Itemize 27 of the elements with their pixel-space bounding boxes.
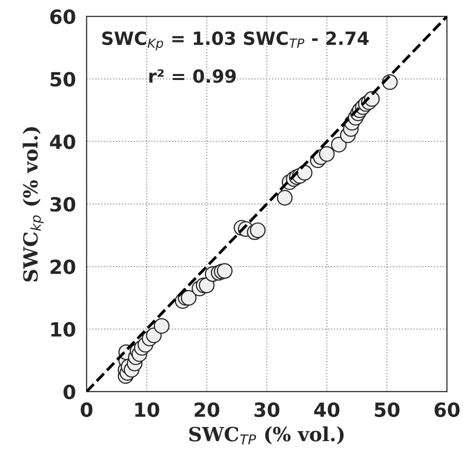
y-tick-label: 60 [50, 9, 76, 24]
x-tick-label: 40 [314, 402, 340, 418]
x-tick-label: 20 [194, 402, 220, 418]
point [198, 277, 215, 294]
point [216, 263, 233, 279]
x-tick-label: 10 [135, 402, 160, 418]
y-tick-label: 0 [64, 384, 76, 400]
point [154, 318, 170, 334]
y-axis-title: SWC$_{kp}$ (% vol.) [22, 127, 44, 282]
point [296, 164, 312, 181]
x-tick-label: 30 [254, 402, 280, 418]
x-tick-label: 60 [434, 402, 460, 418]
point [318, 146, 335, 162]
annotation: r² = 0.99 [149, 69, 236, 83]
x-tick-label: 0 [80, 402, 92, 418]
y-tick-label: 20 [50, 260, 76, 274]
point [250, 222, 266, 238]
y-tick-label: 10 [51, 322, 76, 337]
y-tick-label: 50 [50, 72, 76, 87]
annotation: SWC$_{Kp}$ = 1.03 SWC$_{TP}$ - 2.74 [102, 31, 369, 50]
point [180, 290, 197, 306]
y-tick-label: 30 [50, 196, 76, 212]
point [276, 190, 293, 206]
y-tick-label: 40 [50, 134, 76, 150]
x-axis-title: SWC$_{TP}$ (% vol.) [189, 426, 344, 444]
point [330, 136, 347, 152]
x-tick-label: 50 [374, 402, 400, 418]
